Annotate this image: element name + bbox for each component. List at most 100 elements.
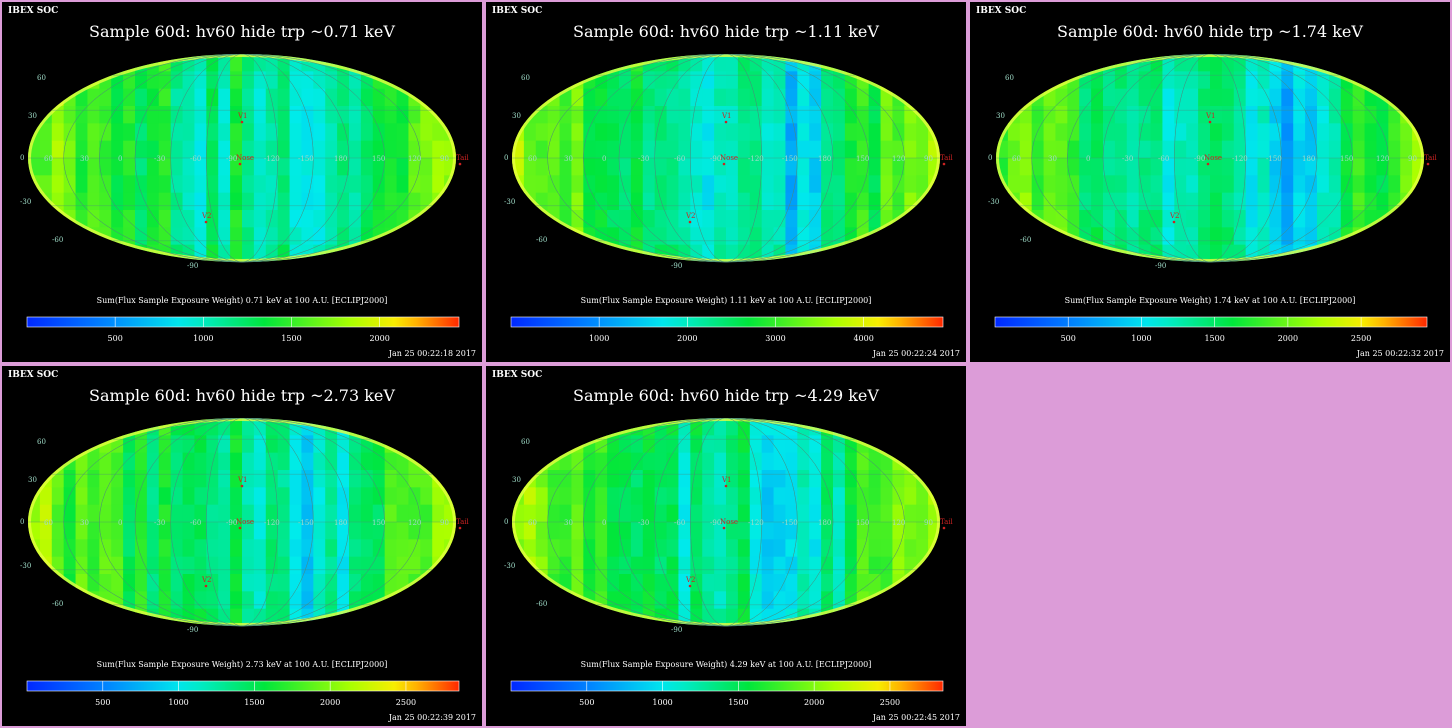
chart-title: Sample 60d: hv60 hide trp ~2.73 keV: [89, 386, 395, 405]
map-pixel: [607, 522, 620, 540]
map-pixel: [1257, 244, 1271, 262]
lon-label: 120: [1376, 155, 1389, 163]
map-pixel: [432, 504, 445, 523]
marker-label: V1: [721, 476, 732, 484]
map-pixel: [844, 123, 858, 142]
map-pixel: [726, 210, 739, 228]
map-pixel: [1352, 244, 1366, 262]
map-pixel: [182, 106, 196, 124]
lon-label: 90: [924, 155, 933, 163]
map-pixel: [325, 504, 338, 523]
map-pixel: [230, 539, 243, 558]
colorbar-gradient: [26, 680, 460, 692]
map-pixel: [63, 435, 77, 454]
map-pixel: [39, 591, 53, 610]
map-pixel: [773, 210, 787, 228]
map-pixel: [996, 227, 1009, 246]
map-pixel: [1210, 140, 1223, 159]
map-pixel: [773, 487, 787, 506]
map-pixel: [868, 88, 882, 107]
map-pixel: [158, 88, 172, 107]
map-pixel: [749, 158, 763, 176]
map-pixel: [749, 175, 763, 194]
lat-label: -30: [504, 198, 515, 206]
map-pixel: [809, 140, 822, 159]
map-pixel: [749, 123, 763, 142]
map-pixel: [1186, 123, 1199, 142]
map-pixel: [761, 227, 775, 246]
map-pixel: [1233, 175, 1247, 194]
map-pixel: [1103, 192, 1116, 211]
map-pixel: [856, 504, 870, 523]
map-pixel: [420, 487, 433, 506]
map-pixel: [904, 123, 917, 142]
colorbar-tick-label: 4000: [853, 334, 873, 342]
map-pixel: [749, 54, 763, 72]
map-pixel: [242, 556, 255, 575]
map-pixel: [170, 71, 184, 90]
map-pixel: [928, 452, 940, 471]
map-pixel: [1293, 140, 1306, 159]
map-pixel: [761, 435, 775, 454]
map-pixel: [277, 556, 291, 575]
map-pixel: [1210, 54, 1223, 72]
map-pixel: [535, 54, 549, 72]
map-pixel: [242, 192, 255, 211]
map-pixel: [571, 608, 584, 626]
map-pixel: [749, 504, 763, 523]
map-pixel: [1305, 158, 1318, 176]
map-pixel: [372, 123, 386, 142]
map-pixel: [856, 54, 870, 72]
map-pixel: [63, 591, 77, 610]
map-pixel: [265, 175, 279, 194]
map-pixel: [607, 175, 620, 194]
map-pixel: [1328, 192, 1342, 211]
map-pixel: [218, 470, 231, 488]
lon-label: 180: [334, 519, 347, 527]
map-pixel: [158, 539, 172, 558]
colorbar-gradient: [994, 316, 1428, 328]
map-pixel: [749, 210, 763, 228]
map-pixel: [1186, 175, 1199, 194]
map-pixel: [559, 71, 573, 90]
lon-label: -60: [674, 155, 685, 163]
map-pixel: [904, 54, 917, 72]
map-pixel: [1412, 54, 1424, 72]
map-pixel: [547, 522, 561, 540]
timestamp: Jan 25 00:22:45 2017: [872, 713, 960, 722]
map-pixel: [702, 591, 715, 610]
map-pixel: [619, 470, 632, 488]
map-pixel: [301, 71, 314, 90]
map-pixel: [714, 227, 727, 246]
map-pixel: [797, 435, 810, 454]
map-pixel: [396, 556, 410, 575]
map-pixel: [1364, 192, 1378, 211]
map-pixel: [242, 158, 255, 176]
map-pixel: [809, 210, 822, 228]
map-pixel: [123, 487, 136, 506]
map-pixel: [619, 522, 632, 540]
map-pixel: [372, 470, 386, 488]
map-pixel: [182, 244, 196, 262]
map-pixel: [182, 435, 196, 454]
map-pixel: [714, 106, 727, 124]
map-pixel: [844, 522, 858, 540]
map-pixel: [39, 88, 53, 107]
map-pixel: [63, 608, 77, 626]
map-pixel: [642, 470, 656, 488]
lon-label: 150: [856, 155, 869, 163]
map-pixel: [230, 470, 243, 488]
map-pixel: [571, 106, 584, 124]
map-pixel: [420, 244, 433, 262]
map-pixel: [360, 574, 374, 592]
map-pixel: [325, 192, 338, 211]
colorbar-tick-label: 1500: [244, 698, 264, 706]
map-pixel: [265, 210, 279, 228]
map-pixel: [39, 54, 53, 72]
map-pixel: [749, 487, 763, 506]
header-label: IBEX SOC: [8, 6, 59, 16]
map-pixel: [785, 418, 798, 436]
map-pixel: [301, 175, 314, 194]
map-pixel: [123, 556, 136, 575]
map-pixel: [773, 88, 787, 107]
